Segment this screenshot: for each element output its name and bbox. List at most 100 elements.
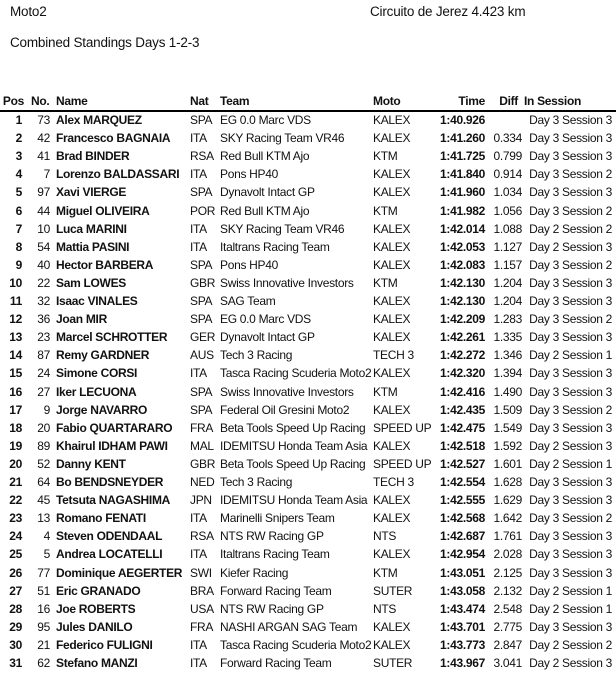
cell-name: Steven ODENDAAL bbox=[56, 529, 163, 544]
cell-moto: KALEX bbox=[373, 402, 411, 417]
cell-moto: SUTER bbox=[373, 656, 413, 670]
cell-name: Bo BENDSNEYDER bbox=[56, 475, 164, 489]
cell-nat: GBR bbox=[190, 456, 216, 471]
cell-moto: KTM bbox=[373, 565, 398, 580]
cell-diff: 2.125 bbox=[493, 565, 522, 580]
cell-name: Fabio QUARTARARO bbox=[56, 420, 173, 435]
cell-diff: 1.394 bbox=[493, 366, 522, 381]
cell-session: Day 2 Session 1 bbox=[529, 583, 612, 598]
cell-team: Forward Racing Team bbox=[220, 583, 332, 598]
cell-moto: KTM bbox=[373, 275, 398, 290]
cell-no: 4 bbox=[43, 529, 51, 544]
cell-session: Day 2 Session 3 bbox=[529, 656, 612, 670]
cell-no: 89 bbox=[37, 438, 50, 453]
cell-pos: 13 bbox=[9, 330, 22, 345]
cell-moto: KALEX bbox=[373, 511, 411, 526]
cell-diff: 2.132 bbox=[493, 583, 522, 598]
cell-nat: ITA bbox=[190, 547, 207, 562]
cell-team: SAG Team bbox=[220, 294, 276, 308]
table-row: 29 95 Jules DANILO FRA NASHI ARGAN SAG Team K… bbox=[0, 618, 616, 636]
col-pos: Pos bbox=[2, 94, 24, 108]
cell-nat: ITA bbox=[190, 167, 207, 182]
table-row: 6 44 Miguel OLIVEIRA POR Red Bull KTM Ajo KTM… bbox=[0, 202, 616, 220]
cell-pos: 22 bbox=[9, 493, 22, 508]
cell-diff: 1.335 bbox=[493, 330, 522, 345]
cell-moto: SPEED UP bbox=[373, 456, 432, 471]
cell-nat: GER bbox=[190, 330, 216, 345]
cell-diff: 1.346 bbox=[493, 348, 522, 363]
cell-pos: 10 bbox=[9, 275, 22, 290]
cell-team: IDEMITSU Honda Team Asia bbox=[220, 493, 368, 508]
cell-session: Day 3 Session 2 bbox=[529, 203, 612, 218]
cell-diff: 1.642 bbox=[493, 511, 522, 526]
cell-diff: 3.041 bbox=[493, 656, 522, 670]
cell-pos: 5 bbox=[15, 185, 23, 200]
cell-nat: SPA bbox=[190, 402, 213, 417]
cell-nat: SPA bbox=[190, 113, 213, 127]
cell-session: Day 3 Session 3 bbox=[529, 275, 612, 290]
cell-name: Brad BINDER bbox=[56, 149, 130, 164]
table-row: 28 16 Joe ROBERTS USA NTS RW Racing GP NTS 1:4… bbox=[0, 600, 616, 618]
cell-moto: KALEX bbox=[373, 167, 411, 182]
cell-time: 1:41.725 bbox=[440, 149, 485, 164]
cell-moto: NTS bbox=[373, 601, 397, 616]
cell-moto: KALEX bbox=[373, 113, 411, 127]
cell-diff: 1.628 bbox=[493, 475, 522, 489]
cell-moto: KALEX bbox=[373, 312, 411, 327]
table-row: 24 4 Steven ODENDAAL RSA NTS RW Racing GP NTS… bbox=[0, 527, 616, 545]
cell-no: 45 bbox=[37, 493, 50, 508]
cell-time: 1:42.272 bbox=[440, 348, 485, 363]
cell-nat: ITA bbox=[190, 511, 207, 526]
cell-team: IDEMITSU Honda Team Asia bbox=[220, 438, 368, 453]
cell-time: 1:42.954 bbox=[440, 547, 485, 562]
cell-no: 10 bbox=[37, 221, 50, 236]
cell-name: Tetsuta NAGASHIMA bbox=[56, 493, 171, 508]
cell-time: 1:42.518 bbox=[440, 438, 485, 453]
cell-session: Day 3 Session 3 bbox=[529, 113, 612, 127]
table-row: 27 51 Eric GRANADO BRA Forward Racing Team SU… bbox=[0, 582, 616, 600]
cell-diff: 1.283 bbox=[493, 312, 522, 327]
cell-moto: KALEX bbox=[373, 438, 411, 453]
cell-pos: 2 bbox=[15, 131, 23, 146]
table-row: 2 42 Francesco BAGNAIA ITA SKY Racing Team V… bbox=[0, 129, 616, 147]
cell-team: Dynavolt Intact GP bbox=[220, 185, 315, 200]
cell-diff: 1.601 bbox=[493, 456, 522, 471]
cell-nat: RSA bbox=[190, 149, 214, 164]
cell-team: Swiss Innovative Investors bbox=[220, 275, 354, 290]
table-row: 1 73 Alex MARQUEZ SPA EG 0.0 Marc VDS KALEX 1:… bbox=[0, 111, 616, 129]
cell-team: NASHI ARGAN SAG Team bbox=[220, 619, 358, 634]
cell-team: Pons HP40 bbox=[220, 257, 279, 272]
cell-team: Forward Racing Team bbox=[220, 656, 332, 670]
col-name: Name bbox=[56, 94, 88, 108]
cell-name: Iker LECUONA bbox=[56, 384, 137, 399]
cell-no: 7 bbox=[43, 167, 51, 182]
table-row: 10 22 Sam LOWES GBR Swiss Innovative Investo… bbox=[0, 274, 616, 292]
cell-moto: KALEX bbox=[373, 221, 411, 236]
cell-name: Jules DANILO bbox=[56, 619, 133, 634]
cell-diff: 1.088 bbox=[493, 221, 522, 236]
cell-team: Swiss Innovative Investors bbox=[220, 384, 354, 399]
cell-team: Tasca Racing Scuderia Moto2 bbox=[220, 637, 372, 652]
cell-team: Dynavolt Intact GP bbox=[220, 330, 315, 345]
cell-nat: SWI bbox=[190, 565, 212, 580]
cell-pos: 12 bbox=[9, 312, 22, 327]
cell-diff: 1.056 bbox=[493, 203, 522, 218]
cell-time: 1:42.527 bbox=[440, 456, 485, 471]
cell-no: 24 bbox=[37, 366, 50, 381]
cell-pos: 25 bbox=[9, 547, 22, 562]
cell-no: 32 bbox=[37, 294, 50, 308]
cell-nat: FRA bbox=[190, 619, 214, 634]
cell-name: Andrea LOCATELLI bbox=[56, 547, 163, 562]
cell-session: Day 3 Session 2 bbox=[529, 312, 612, 327]
cell-moto: KALEX bbox=[373, 547, 411, 562]
cell-name: Xavi VIERGE bbox=[56, 185, 127, 200]
cell-session: Day 2 Session 3 bbox=[529, 239, 612, 254]
cell-time: 1:42.435 bbox=[440, 402, 485, 417]
cell-moto: KALEX bbox=[373, 330, 411, 345]
cell-team: Tech 3 Racing bbox=[220, 475, 293, 489]
cell-name: Romano FENATI bbox=[56, 511, 146, 526]
cell-session: Day 2 Session 1 bbox=[529, 348, 612, 363]
table-row: 8 54 Mattia PASINI ITA Italtrans Racing Team… bbox=[0, 238, 616, 256]
cell-time: 1:43.967 bbox=[440, 656, 485, 670]
cell-moto: TECH 3 bbox=[373, 475, 414, 489]
